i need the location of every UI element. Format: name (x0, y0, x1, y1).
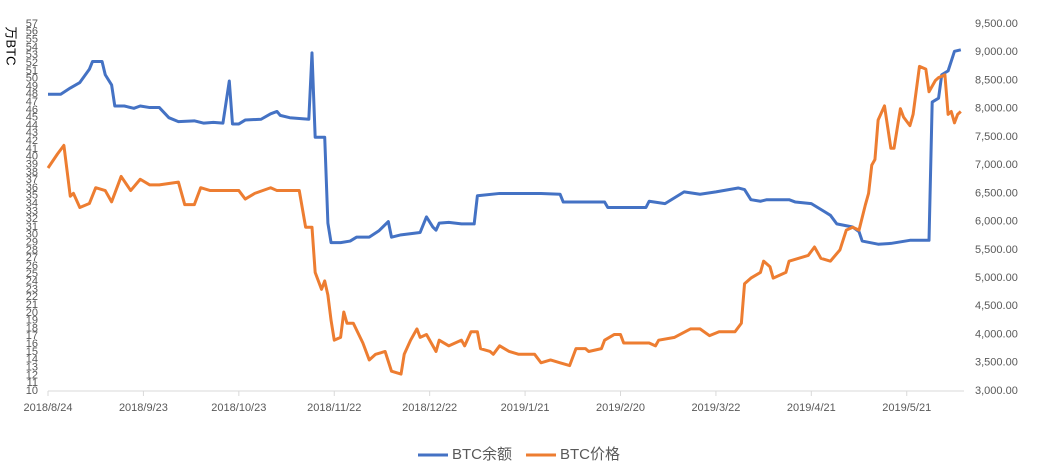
y-tick-label: 40 (26, 151, 38, 163)
y-tick-label: 22 (26, 291, 38, 303)
y-tick-label: 35 (26, 190, 38, 202)
y-tick-label: 15 (26, 346, 38, 358)
y-tick-label: 57 (26, 18, 38, 30)
x-tick-label: 2018/8/24 (24, 402, 73, 414)
y-tick-label: 53 (26, 49, 38, 61)
y-tick-label: 33 (26, 205, 38, 217)
y-tick-label: 46 (26, 104, 38, 116)
y2-tick-label: 3,000.00 (975, 385, 1018, 397)
legend-label: BTC价格 (560, 446, 620, 463)
y2-tick-label: 8,500.00 (975, 74, 1018, 86)
y2-tick-label: 4,000.00 (975, 328, 1018, 340)
y-tick-label: 38 (26, 166, 38, 178)
y-tick-label: 24 (26, 276, 38, 288)
y2-tick-label: 9,000.00 (975, 46, 1018, 58)
y-tick-label: 17 (26, 330, 38, 342)
y-tick-label: 41 (26, 143, 38, 155)
y-tick-label: 14 (26, 354, 38, 366)
y-tick-label: 51 (26, 65, 38, 77)
y-tick-label: 16 (26, 338, 38, 350)
y-tick-label: 32 (26, 213, 38, 225)
y-tick-label: 30 (26, 229, 38, 241)
y2-tick-label: 7,000.00 (975, 159, 1018, 171)
x-tick-label: 2019/3/22 (691, 402, 740, 414)
y-tick-label: 47 (26, 96, 38, 108)
y-tick-label: 39 (26, 158, 38, 170)
y2-tick-label: 6,500.00 (975, 187, 1018, 199)
y-tick-label: 48 (26, 88, 38, 100)
y-tick-label: 20 (26, 307, 38, 319)
y-tick-label: 36 (26, 182, 38, 194)
x-tick-label: 2019/4/21 (787, 402, 836, 414)
y2-tick-label: 9,500.00 (975, 18, 1018, 30)
y2-tick-label: 5,500.00 (975, 244, 1018, 256)
y-tick-label: 50 (26, 73, 38, 85)
y-tick-label: 54 (26, 41, 38, 53)
y-tick-label: 10 (26, 385, 38, 397)
y2-tick-label: 7,500.00 (975, 131, 1018, 143)
x-tick-label: 2019/1/21 (501, 402, 550, 414)
y-tick-label: 34 (26, 198, 38, 210)
y-tick-label: 49 (26, 80, 38, 92)
x-tick-label: 2018/12/22 (402, 402, 457, 414)
series-line (46, 64, 962, 376)
y-tick-label: 44 (26, 119, 38, 131)
y-tick-label: 28 (26, 244, 38, 256)
y-tick-label: 43 (26, 127, 38, 139)
y-tick-label: 19 (26, 315, 38, 327)
y2-tick-label: 3,500.00 (975, 357, 1018, 369)
x-tick-label: 2019/2/20 (596, 402, 645, 414)
y2-tick-label: 6,000.00 (975, 216, 1018, 228)
y-tick-label: 56 (26, 26, 38, 38)
y-tick-label: 13 (26, 361, 38, 373)
y-tick-label: 12 (26, 369, 38, 381)
y-tick-label: 27 (26, 252, 38, 264)
x-tick-label: 2018/10/23 (211, 402, 266, 414)
y-tick-label: 52 (26, 57, 38, 69)
x-tick-label: 2018/11/22 (307, 402, 361, 414)
y2-tick-label: 5,000.00 (975, 272, 1018, 284)
y-tick-label: 42 (26, 135, 38, 147)
x-tick-label: 2019/5/21 (882, 402, 931, 414)
y-tick-label: 23 (26, 283, 38, 295)
y2-tick-label: 4,500.00 (975, 300, 1018, 312)
y-tick-label: 18 (26, 322, 38, 334)
y-tick-label: 37 (26, 174, 38, 186)
y-tick-label: 25 (26, 268, 38, 280)
y-tick-label: 29 (26, 237, 38, 249)
y-axis-title: 万BTC (4, 26, 19, 65)
y-tick-label: 11 (27, 377, 38, 389)
y-tick-label: 55 (26, 34, 38, 46)
legend-label: BTC余额 (452, 445, 512, 463)
y-tick-label: 31 (26, 221, 38, 233)
y2-tick-label: 8,000.00 (975, 103, 1018, 115)
x-tick-label: 2018/9/23 (119, 402, 168, 414)
series-line (48, 48, 962, 246)
y-tick-label: 26 (26, 260, 38, 272)
y-tick-label: 21 (26, 299, 38, 311)
y-tick-label: 45 (26, 112, 38, 124)
